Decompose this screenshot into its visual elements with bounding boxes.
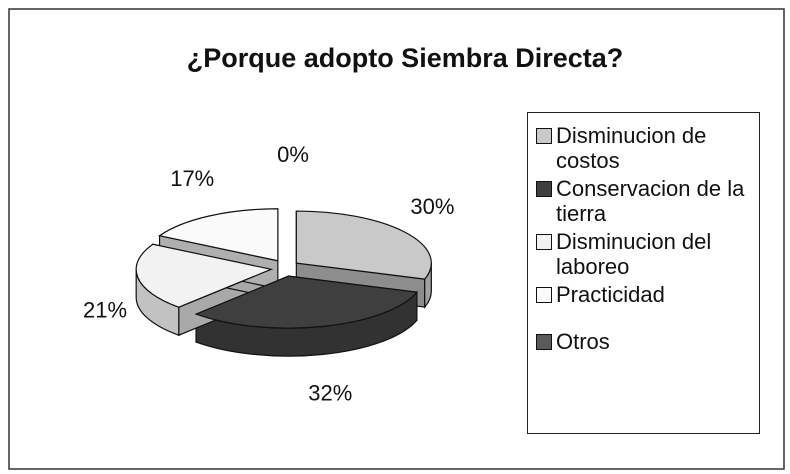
- legend-swatch: [536, 287, 552, 303]
- legend-item: Conservacion de la tierra: [536, 176, 753, 226]
- data-label: 30%: [410, 194, 454, 219]
- chart-title: ¿Porque adopto Siembra Directa?: [187, 43, 624, 73]
- data-label: 0%: [277, 142, 309, 167]
- legend-swatch: [536, 334, 552, 350]
- data-label: 32%: [308, 380, 352, 405]
- legend-swatch: [536, 181, 552, 197]
- legend-item: Disminucion de costos: [536, 123, 753, 173]
- slice-tops: [135, 208, 432, 329]
- slice: [295, 210, 432, 280]
- data-label: 21%: [83, 298, 127, 323]
- legend-swatch: [536, 128, 552, 144]
- slice: [158, 208, 279, 262]
- legend-item: Practicidad: [536, 282, 753, 307]
- slice: [135, 243, 274, 308]
- slice: [194, 275, 419, 329]
- legend-item: Otros: [536, 329, 753, 354]
- legend-label: Conservacion de la tierra: [556, 176, 745, 226]
- legend-label: Disminucion de costos: [556, 123, 707, 173]
- legend-label: Otros: [556, 329, 610, 354]
- legend: Disminucion de costos Conservacion de la …: [527, 112, 760, 434]
- legend-label: Disminucion del laboreo: [556, 229, 712, 279]
- data-label: 17%: [170, 166, 214, 191]
- legend-item: Disminucion del laboreo: [536, 229, 753, 279]
- legend-swatch: [536, 234, 552, 250]
- legend-label: Practicidad: [556, 282, 665, 307]
